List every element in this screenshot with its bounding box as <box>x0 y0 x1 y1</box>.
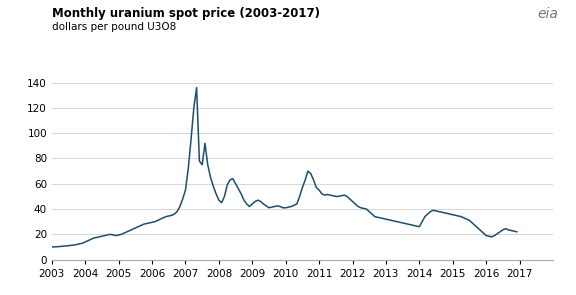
Text: Monthly uranium spot price (2003-2017): Monthly uranium spot price (2003-2017) <box>52 7 320 20</box>
Text: dollars per pound U3O8: dollars per pound U3O8 <box>52 22 176 32</box>
Text: eia: eia <box>538 7 559 21</box>
